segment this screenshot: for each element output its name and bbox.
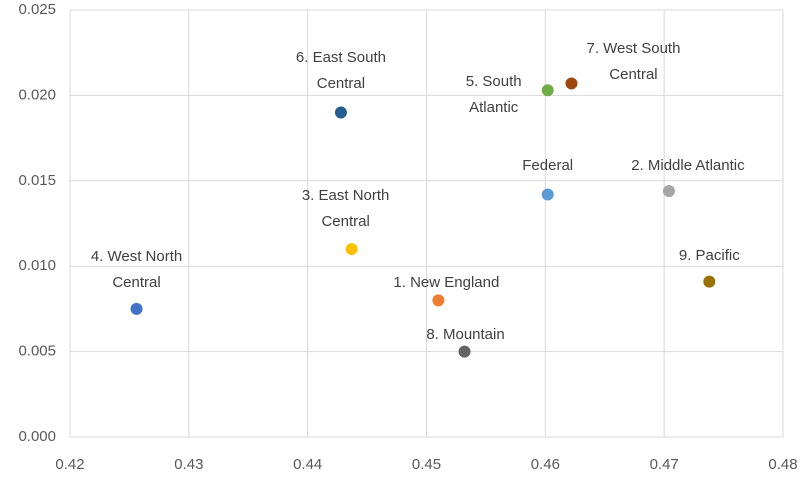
x-tick-label: 0.48 [768,456,797,473]
point-label-box: 4. West North Central [72,236,202,296]
point-label-box: 1. New England [366,236,526,296]
point [334,106,347,119]
point-label-box: Federal [508,119,588,179]
point-label-box: 7. West South Central [563,28,703,88]
point [130,302,143,315]
y-tick-label: 0.005 [18,343,56,360]
x-tick-label: 0.47 [650,456,679,473]
point-label: 5. South Atlantic [465,73,522,117]
y-tick-label: 0.000 [18,428,56,445]
label-wrap: 5. South Atlantic [454,61,534,121]
point [541,188,554,201]
point [458,345,471,358]
label-wrap: 3. East North Central [291,175,401,235]
point-label: 6. East South Central [295,49,386,93]
point-label: 3. East North Central [301,187,390,231]
point [662,185,675,198]
point [345,243,358,256]
point-label-box: 8. Mountain [401,288,531,348]
y-tick-label: 0.010 [18,257,56,274]
point [541,84,554,97]
label-wrap: 8. Mountain [401,288,531,348]
label-wrap: 4. West North Central [72,236,202,296]
point-label-box: 5. South Atlantic [454,61,534,121]
point [432,294,445,307]
point-label: 9. Pacific [678,246,740,264]
label-wrap: 1. New England [366,236,526,296]
point-label: Federal [522,157,574,175]
label-wrap: 2. Middle Atlantic [603,119,773,179]
point [565,77,578,90]
label-wrap: 9. Pacific [659,209,759,269]
y-tick-label: 0.015 [18,172,56,189]
x-tick-label: 0.46 [531,456,560,473]
point-label: 7. West South Central [586,40,681,84]
x-tick-label: 0.45 [412,456,441,473]
label-wrap: Federal [508,119,588,179]
point-label: 1. New England [393,274,500,292]
label-wrap: 7. West South Central [563,28,703,88]
label-wrap: 6. East South Central [286,37,396,97]
point-label-box: 2. Middle Atlantic [603,119,773,179]
point [703,275,716,288]
y-tick-label: 0.025 [18,1,56,18]
point-label-box: 9. Pacific [659,209,759,269]
x-tick-label: 0.43 [174,456,203,473]
y-tick-label: 0.020 [18,86,56,103]
x-tick-label: 0.44 [293,456,322,473]
point-label-box: 3. East North Central [291,175,401,235]
point-label: 4. West North Central [90,247,183,291]
point-label-box: 6. East South Central [286,37,396,97]
point-label: 8. Mountain [426,325,505,343]
point-label: 2. Middle Atlantic [631,157,745,175]
x-tick-label: 0.42 [55,456,84,473]
